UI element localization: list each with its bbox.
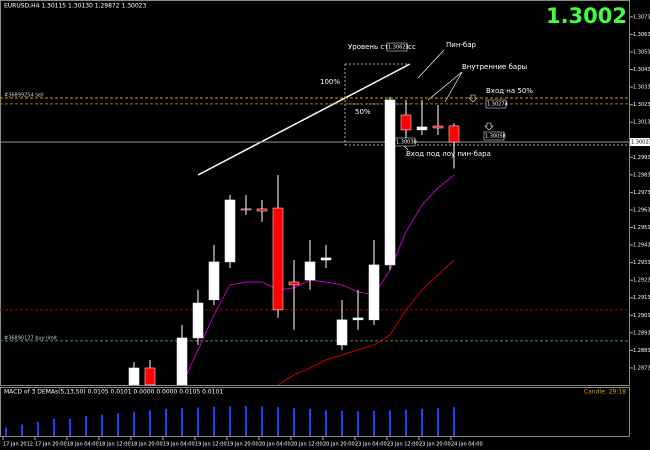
leader	[427, 71, 463, 101]
y-tick-label: 1.28936	[633, 330, 650, 336]
arrow-icon	[484, 122, 494, 131]
candle-timer: Candle: 29:18	[584, 389, 626, 396]
y-tick-label: 1.29536	[633, 225, 650, 231]
indicator-line	[181, 174, 455, 386]
price-display: 1.3002	[546, 4, 627, 28]
price-tag	[394, 137, 416, 147]
y-tick-label: 1.29936	[633, 155, 650, 161]
candle-body	[272, 207, 284, 311]
y-tick-label: 1.30636	[633, 32, 650, 38]
current-price-label: 1.30023	[631, 140, 650, 146]
x-tick-label: 23 Jan 20:00	[419, 442, 451, 448]
annotation: Пин-бар	[446, 41, 477, 49]
leader	[444, 71, 463, 103]
candle-body	[256, 208, 268, 212]
y-tick-label: 1.29136	[633, 295, 650, 301]
y-tick-label: 1.28736	[633, 365, 650, 371]
macd-panel-frame	[0, 387, 630, 437]
candle-body	[400, 114, 412, 131]
order-label: #36899254 sell	[4, 92, 44, 98]
annotation: Вход на 50%	[486, 87, 533, 95]
annotation: 1.30030	[396, 140, 417, 146]
annotation: 50%	[355, 108, 371, 116]
current-price-box	[630, 138, 650, 147]
macd-title: MACD of 3 DEMAs(5,13,50) 0.0105 0.0101 0…	[4, 389, 223, 396]
trend-line	[197, 63, 411, 176]
candle-body	[224, 199, 236, 263]
candle-body	[448, 125, 460, 143]
y-tick-label: 1.30436	[633, 67, 650, 73]
candle-body	[416, 126, 428, 131]
x-tick-label: 23 Jan 04:00	[355, 442, 387, 448]
x-tick-label: 20 Jan 12:00	[291, 442, 323, 448]
y-tick-label: 1.29736	[633, 190, 650, 196]
y-tick-label: 1.30136	[633, 120, 650, 126]
x-tick-label: 20 Jan 20:00	[323, 442, 355, 448]
x-tick-label: 24 Jan 04:00	[451, 442, 483, 448]
y-tick-label: 1.29436	[633, 243, 650, 249]
candle-body	[320, 257, 332, 261]
annotation: Вход под лоу пин-бара	[406, 150, 491, 158]
annotation: 1.30274	[487, 102, 508, 108]
annotation: 100%	[320, 78, 340, 86]
y-tick-label: 1.30536	[633, 49, 650, 55]
candle-body	[240, 208, 252, 211]
x-tick-label: 18 Jan 12:00	[99, 442, 131, 448]
y-tick-label: 1.29036	[633, 313, 650, 319]
candle-body	[192, 302, 204, 339]
candle-body	[432, 125, 444, 129]
y-tick-label: 1.29336	[633, 260, 650, 266]
y-tick-label: 1.29636	[633, 207, 650, 213]
x-tick-label: 17 Jan 2012	[3, 442, 33, 448]
x-tick-label: 19 Jan 04:00	[163, 442, 195, 448]
y-tick-label: 1.30736	[633, 14, 650, 20]
candle-body	[368, 264, 380, 321]
y-tick-label: 1.29236	[633, 278, 650, 284]
indicator-line	[277, 259, 455, 386]
candle-body	[176, 337, 188, 386]
candle-body	[336, 319, 348, 346]
x-tick-label: 19 Jan 20:00	[227, 442, 259, 448]
candle-body	[352, 317, 364, 321]
y-tick-label: 1.30336	[633, 85, 650, 91]
price-tag	[483, 131, 505, 141]
x-tick-label: 19 Jan 12:00	[195, 442, 227, 448]
x-tick-label: 17 Jan 20:00	[35, 442, 67, 448]
candle-body	[144, 367, 156, 386]
annotation: 1.30058	[485, 134, 506, 140]
candle-body	[304, 261, 316, 281]
x-tick-label: 20 Jan 04:00	[259, 442, 291, 448]
order-label: #36890127 buy limit	[4, 335, 57, 341]
chart-title: EURUSD,H4 1.30115 1.30130 1.29872 1.3002…	[4, 3, 146, 10]
annotation: Внутренние бары	[462, 63, 527, 71]
leader	[403, 145, 409, 151]
annotation: Уровень стоп лосс	[348, 43, 416, 51]
main-panel-frame	[0, 0, 630, 386]
price-tag	[485, 99, 507, 109]
y-tick-label: 1.28836	[633, 348, 650, 354]
candle-body	[288, 281, 300, 286]
x-tick-label: 18 Jan 04:00	[67, 442, 99, 448]
x-tick-label: 23 Jan 12:00	[387, 442, 419, 448]
candle-body	[384, 99, 396, 266]
leader	[417, 49, 445, 79]
y-tick-label: 1.30236	[633, 102, 650, 108]
x-tick-label: 18 Jan 20:00	[131, 442, 163, 448]
candle-body	[128, 367, 140, 386]
y-tick-label: 1.29836	[633, 172, 650, 178]
price-tag	[386, 42, 408, 52]
candle-body	[208, 261, 220, 301]
annotation: 1.30622	[388, 45, 409, 51]
